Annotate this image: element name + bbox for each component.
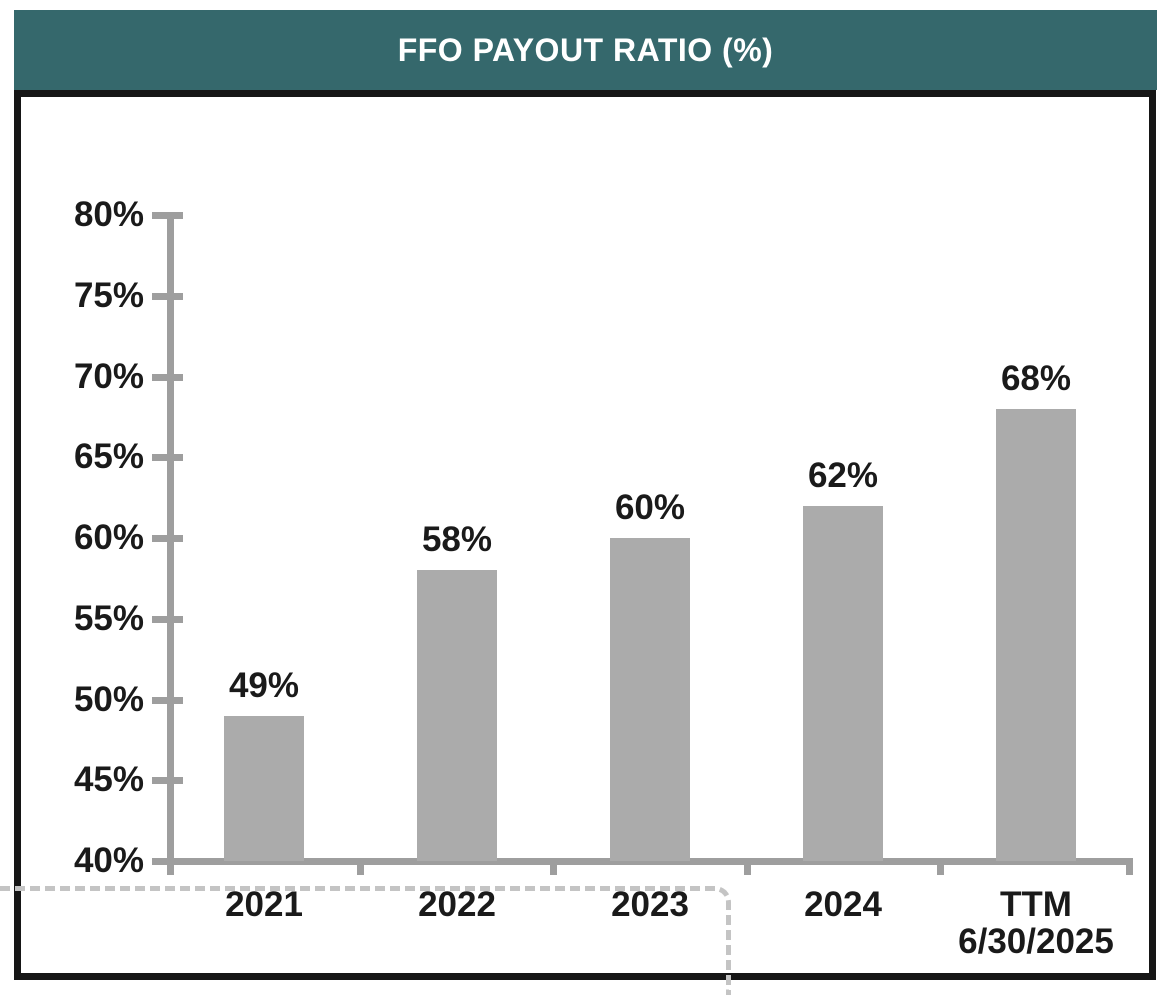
x-category-label: 2024	[747, 886, 939, 923]
y-axis-tick-label: 60%	[73, 518, 144, 557]
y-axis-tick-label: 50%	[73, 680, 144, 719]
x-category-label-line: 2023	[611, 885, 689, 924]
y-axis-line	[167, 215, 174, 875]
bar	[803, 506, 883, 861]
x-axis-tick	[744, 858, 751, 875]
chart-frame	[14, 90, 1156, 980]
y-axis-tick	[152, 293, 183, 300]
clip-region-dashed-outline	[0, 886, 731, 995]
x-axis-tick	[937, 858, 944, 875]
x-category-label-line: 6/30/2025	[958, 922, 1114, 961]
chart-title: FFO PAYOUT RATIO (%)	[397, 31, 774, 68]
x-axis-tick	[550, 858, 557, 875]
y-axis-tick-label: 40%	[73, 841, 144, 880]
y-axis-tick-label: 45%	[73, 760, 144, 799]
x-axis-line	[167, 858, 1133, 865]
bar	[610, 538, 690, 861]
x-category-label: 2022	[361, 886, 553, 923]
bar	[224, 716, 304, 861]
x-category-label-line: TTM	[1000, 885, 1072, 924]
bar-value-label: 68%	[1000, 359, 1072, 398]
bar	[417, 570, 497, 861]
bar	[996, 409, 1076, 861]
y-axis-tick	[152, 374, 183, 381]
y-axis-tick-label: 55%	[73, 599, 144, 638]
y-axis-tick-label: 70%	[73, 357, 144, 396]
y-axis-tick	[152, 777, 183, 784]
bar-value-label: 58%	[421, 520, 493, 559]
y-axis-tick	[152, 535, 183, 542]
y-axis-tick	[152, 454, 183, 461]
x-category-label: TTM 6/30/2025	[940, 886, 1132, 960]
x-category-label: 2021	[168, 886, 360, 923]
y-axis-tick-label: 65%	[73, 437, 144, 476]
y-axis-tick	[152, 616, 183, 623]
x-category-label-line: 2021	[225, 885, 303, 924]
x-axis-tick	[357, 858, 364, 875]
y-axis-tick-label: 75%	[73, 276, 144, 315]
bar-value-label: 49%	[228, 666, 300, 705]
x-category-label-line: 2024	[804, 885, 882, 924]
y-axis-tick-label: 80%	[73, 195, 144, 234]
x-axis-end-tick	[1126, 858, 1133, 875]
x-category-label: 2023	[554, 886, 746, 923]
chart-header-band: FFO PAYOUT RATIO (%)	[14, 10, 1157, 90]
x-category-label-line: 2022	[418, 885, 496, 924]
y-axis-tick	[152, 858, 183, 865]
bar-value-label: 62%	[807, 456, 879, 495]
bar-value-label: 60%	[614, 488, 686, 527]
y-axis-tick	[152, 697, 183, 704]
y-axis-tick	[152, 212, 183, 219]
